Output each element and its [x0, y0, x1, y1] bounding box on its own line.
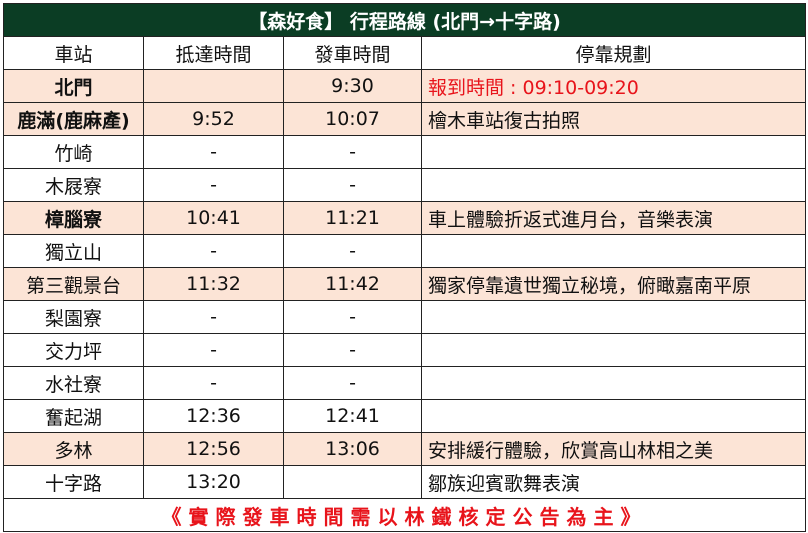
table-row: 鹿滿(鹿麻產) 9:52 10:07 檜木車站復古拍照 [3, 102, 807, 136]
depart-time-cell: - [283, 168, 422, 202]
table-row: 水社寮 - - [3, 366, 807, 400]
table-row: 樟腦寮 10:41 11:21 車上體驗折返式進月台，音樂表演 [3, 201, 807, 235]
note-cell [420, 234, 807, 268]
station-cell: 十字路 [3, 465, 144, 499]
footer-row: 《實際發車時間需以林鐵核定公告為主》 [2, 498, 807, 532]
note-cell: 安排緩行體驗，欣賞高山林相之美 [420, 432, 807, 466]
header-row: 車站 抵達時間 發車時間 停靠規劃 [3, 36, 807, 70]
table-row: 竹崎 - - [3, 135, 807, 169]
depart-time-cell [283, 465, 422, 499]
arrive-time-cell: - [143, 168, 284, 202]
arrive-time-cell: 12:56 [143, 432, 284, 466]
arrive-time-cell: 11:32 [143, 267, 284, 301]
arrive-time-cell: 10:41 [143, 201, 284, 235]
title-row: 【森好食】 行程路線 (北門→十字路) [2, 3, 807, 37]
station-cell: 奮起湖 [3, 399, 144, 433]
arrive-time-cell: - [143, 333, 284, 367]
table-row: 奮起湖 12:36 12:41 [3, 399, 807, 433]
station-cell: 多林 [3, 432, 144, 466]
note-cell: 檜木車站復古拍照 [420, 102, 807, 136]
note-cell [420, 366, 807, 400]
table-row: 北門 9:30 報到時間 : 09:10-09:20 [3, 69, 807, 103]
table-row: 十字路 13:20 鄒族迎賓歌舞表演 [3, 465, 807, 499]
depart-time-cell: - [283, 366, 422, 400]
note-cell: 獨家停靠遺世獨立秘境，俯瞰嘉南平原 [420, 267, 807, 301]
table-row: 交力坪 - - [3, 333, 807, 367]
station-cell: 獨立山 [3, 234, 144, 268]
note-cell: 鄒族迎賓歌舞表演 [420, 465, 807, 499]
arrive-time-cell: - [143, 135, 284, 169]
station-cell: 木屐寮 [3, 168, 144, 202]
arrive-time-cell [143, 69, 284, 103]
table-row: 第三觀景台 11:32 11:42 獨家停靠遺世獨立秘境，俯瞰嘉南平原 [3, 267, 807, 301]
depart-time-cell: - [283, 333, 422, 367]
note-cell [420, 135, 807, 169]
header-note: 停靠規劃 [420, 36, 807, 70]
depart-time-cell: 12:41 [283, 399, 422, 433]
station-cell: 梨園寮 [3, 300, 144, 334]
schedule-table: 【森好食】 行程路線 (北門→十字路) 車站 抵達時間 發車時間 停靠規劃 北門… [2, 3, 807, 532]
depart-time-cell: - [283, 300, 422, 334]
note-cell: 報到時間 : 09:10-09:20 [420, 69, 807, 103]
note-cell [420, 168, 807, 202]
arrive-time-cell: 13:20 [143, 465, 284, 499]
note-cell: 車上體驗折返式進月台，音樂表演 [420, 201, 807, 235]
footer-notice: 《實際發車時間需以林鐵核定公告為主》 [2, 498, 807, 532]
depart-time-cell: 10:07 [283, 102, 422, 136]
arrive-time-cell: - [143, 234, 284, 268]
arrive-time-cell: 9:52 [143, 102, 284, 136]
station-cell: 水社寮 [3, 366, 144, 400]
note-cell [420, 300, 807, 334]
table-row: 多林 12:56 13:06 安排緩行體驗，欣賞高山林相之美 [3, 432, 807, 466]
table-row: 獨立山 - - [3, 234, 807, 268]
header-station: 車站 [3, 36, 144, 70]
depart-time-cell: 9:30 [283, 69, 422, 103]
station-cell: 交力坪 [3, 333, 144, 367]
station-cell: 鹿滿(鹿麻產) [3, 102, 144, 136]
table-title: 【森好食】 行程路線 (北門→十字路) [2, 3, 807, 37]
table-row: 梨園寮 - - [3, 300, 807, 334]
header-arrive: 抵達時間 [143, 36, 284, 70]
table-row: 木屐寮 - - [3, 168, 807, 202]
depart-time-cell: 13:06 [283, 432, 422, 466]
station-cell: 北門 [3, 69, 144, 103]
arrive-time-cell: - [143, 366, 284, 400]
depart-time-cell: - [283, 135, 422, 169]
note-cell [420, 399, 807, 433]
header-depart: 發車時間 [283, 36, 422, 70]
depart-time-cell: - [283, 234, 422, 268]
station-cell: 樟腦寮 [3, 201, 144, 235]
station-cell: 第三觀景台 [3, 267, 144, 301]
station-cell: 竹崎 [3, 135, 144, 169]
depart-time-cell: 11:42 [283, 267, 422, 301]
arrive-time-cell: 12:36 [143, 399, 284, 433]
arrive-time-cell: - [143, 300, 284, 334]
note-cell [420, 333, 807, 367]
depart-time-cell: 11:21 [283, 201, 422, 235]
